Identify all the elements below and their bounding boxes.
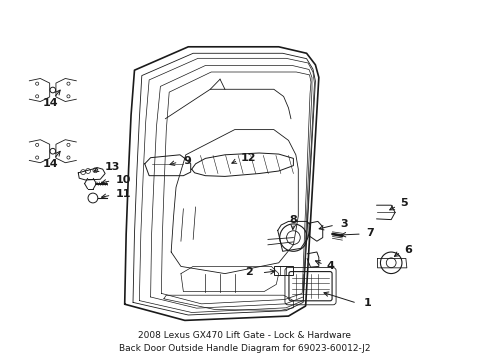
Text: 1: 1	[363, 298, 370, 308]
Text: 5: 5	[399, 198, 407, 208]
Text: 3: 3	[339, 219, 347, 229]
Text: 13: 13	[105, 162, 120, 172]
Text: 2008 Lexus GX470 Lift Gate - Lock & Hardware
Back Door Outside Handle Diagram fo: 2008 Lexus GX470 Lift Gate - Lock & Hard…	[119, 331, 369, 353]
Text: 10: 10	[116, 175, 131, 185]
Text: 14: 14	[43, 98, 59, 108]
Text: 9: 9	[183, 156, 191, 166]
Text: 8: 8	[289, 215, 297, 225]
Text: 11: 11	[116, 189, 131, 199]
Text: 6: 6	[403, 245, 411, 255]
Text: 7: 7	[365, 228, 373, 238]
Text: 14: 14	[43, 159, 59, 169]
Text: 4: 4	[325, 261, 333, 271]
Text: 2: 2	[245, 267, 253, 277]
Text: 12: 12	[241, 153, 256, 163]
